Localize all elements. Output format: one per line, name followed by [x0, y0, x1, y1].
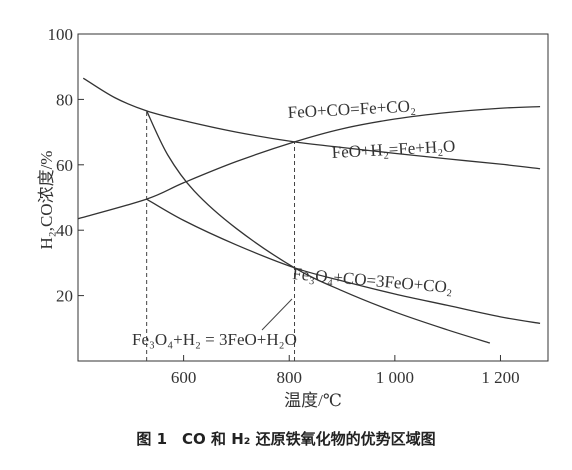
figure-caption: 图 1 CO 和 H₂ 还原铁氧化物的优势区域图: [136, 430, 435, 448]
y-tick-label: 80: [56, 90, 73, 109]
x-axis-title: 温度/℃: [284, 391, 342, 410]
axis-titles: H₂,CO浓度/% 温度/℃: [37, 151, 342, 410]
x-tick-label: 600: [171, 368, 197, 387]
x-tick-label: 800: [276, 368, 302, 387]
x-tick-label: 1 000: [376, 368, 414, 387]
series-line-fe3o4-co: [146, 198, 541, 325]
label-fe3o4-h2: Fe₃O₄+H₂ = 3FeO+H₂O: [132, 330, 297, 349]
plot-frame: [77, 33, 549, 362]
series-line-feo-co: [77, 105, 541, 220]
series-line-feo-h2: [82, 77, 541, 170]
y-tick-label: 40: [56, 221, 73, 240]
y-tick-label: 60: [56, 156, 73, 175]
y-tick-label: 20: [56, 287, 73, 306]
series-annotations: FeO+CO=Fe+CO₂ FeO+H₂=Fe+H₂O Fe₃O₄+CO=3Fe…: [132, 96, 456, 349]
y-tick-label: 100: [48, 25, 74, 44]
label-leader-line: [261, 298, 293, 331]
x-tick-label: 1 200: [481, 368, 519, 387]
y-axis-title: H₂,CO浓度/%: [37, 151, 56, 250]
series-line-fe3o4-h2: [146, 110, 491, 344]
label-fe3o4-co: Fe₃O₄+CO=3FeO+CO₂: [292, 264, 454, 297]
